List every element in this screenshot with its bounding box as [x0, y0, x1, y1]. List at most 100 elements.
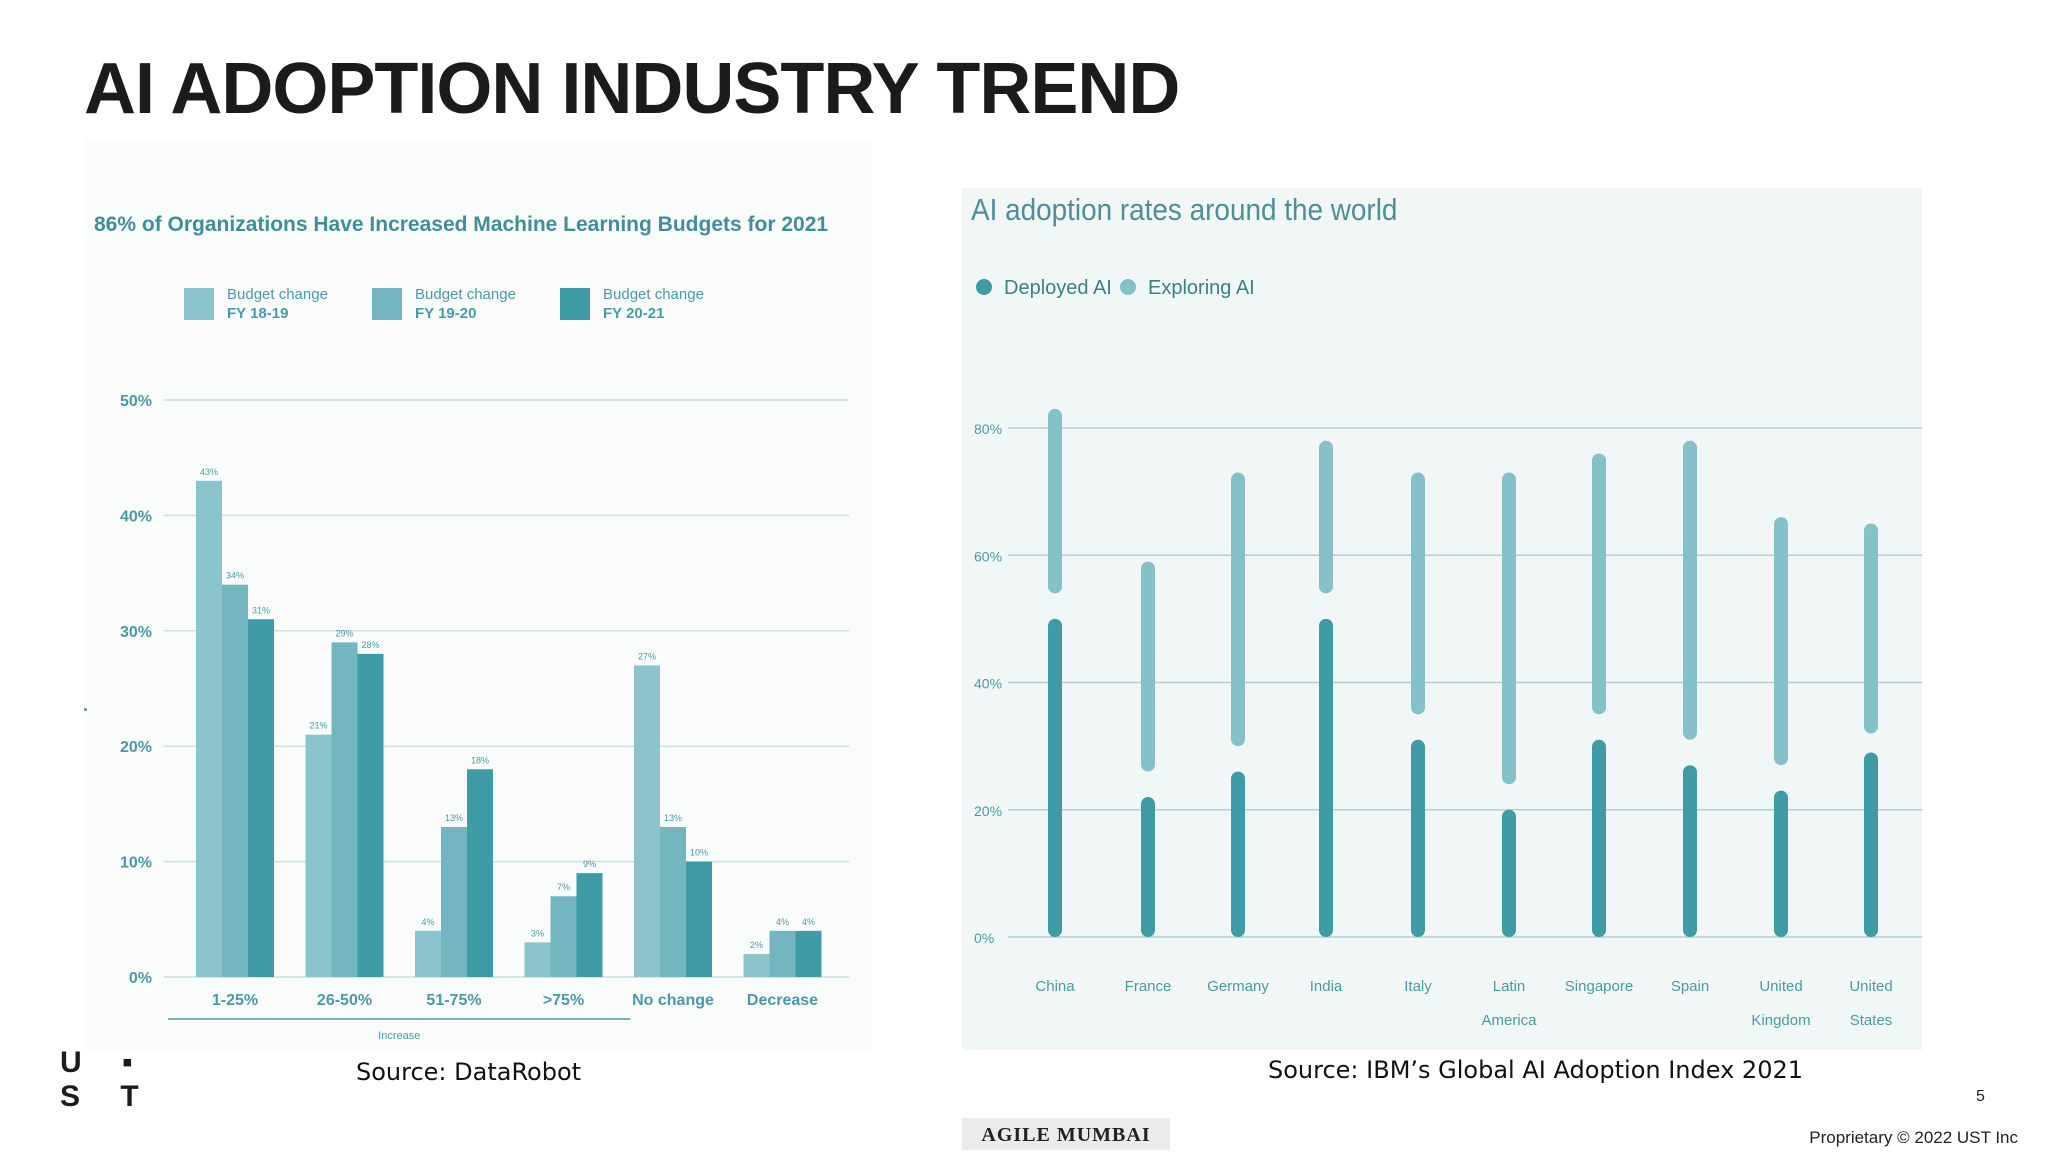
x-tick-label: >75% [543, 992, 584, 1009]
bar [524, 942, 551, 977]
range-bar [1231, 472, 1245, 747]
watermark-badge: AGILE MUMBAI [962, 1118, 1170, 1150]
bar [305, 734, 332, 977]
range-bar [1864, 752, 1878, 937]
right-chart-source: Source: IBM’s Global AI Adoption Index 2… [1268, 1056, 1803, 1084]
x-tick-label: France [1125, 978, 1172, 995]
x-tick-label: Kingdom [1751, 1012, 1810, 1029]
bar-data-label: 3% [531, 928, 544, 938]
y-tick-label: 50% [120, 393, 152, 410]
x-tick-label: India [1310, 978, 1343, 995]
legend-label-line1: Budget change [603, 286, 704, 303]
bar [550, 896, 577, 977]
bar [357, 653, 384, 977]
logo-row-bottom: S T [60, 1080, 155, 1113]
bar-data-label: 2% [750, 940, 763, 950]
adoption-range-chart: AI adoption rates around the world Deploy… [971, 193, 1922, 1029]
budget-bar-chart: 86% of Organizations Have Increased Mach… [84, 213, 849, 1042]
footer-copyright: Proprietary © 2022 UST Inc [1809, 1128, 2018, 1147]
range-bar [1774, 517, 1788, 766]
bar-data-label: 7% [557, 882, 570, 892]
y-tick-label: 30% [120, 624, 152, 641]
y-tick-label: 40% [974, 676, 1002, 692]
legend-label-line1: Budget change [227, 286, 328, 303]
bar [660, 826, 686, 977]
bar [743, 953, 770, 977]
bar-data-label: 21% [309, 721, 327, 731]
range-bar [1502, 472, 1516, 785]
bar-data-label: 18% [471, 755, 489, 765]
bar-data-label: 13% [664, 813, 682, 823]
budget-chart-panel: 86% of Organizations Have Increased Mach… [84, 140, 872, 1050]
range-bar [1141, 797, 1155, 937]
x-tick-label: China [1035, 978, 1075, 995]
bar-data-label: 31% [252, 605, 270, 615]
y-tick-label: 20% [974, 803, 1002, 819]
logo-row-top: U ▪ [60, 1046, 149, 1079]
legend-swatch [372, 288, 402, 320]
range-bar [1774, 790, 1788, 937]
bar-data-label: 27% [638, 651, 656, 661]
legend-label: Exploring AI [1148, 277, 1255, 299]
slide-title: AI ADOPTION INDUSTRY TREND [84, 49, 1180, 129]
y-tick-label: 10% [120, 855, 152, 872]
bar-data-label: 4% [802, 917, 815, 927]
bar-chart-title: 86% of Organizations Have Increased Mach… [94, 213, 828, 236]
x-tick-label: Decrease [747, 992, 818, 1009]
legend-label: Deployed AI [1004, 277, 1112, 299]
x-tick-label: Singapore [1565, 978, 1633, 995]
y-tick-label: 40% [120, 508, 152, 525]
bar-data-label: 28% [361, 640, 379, 650]
y-tick-label: 0% [129, 970, 152, 987]
legend-label-line2: FY 20-21 [603, 305, 664, 322]
bar-data-label: 9% [583, 859, 596, 869]
bar-data-label: 43% [200, 467, 218, 477]
range-bar [1864, 523, 1878, 734]
range-bar [1141, 561, 1155, 772]
y-tick-label: 60% [974, 548, 1002, 564]
bar-data-label: 29% [335, 628, 353, 638]
x-tick-label: States [1850, 1012, 1893, 1029]
ust-logo: U ▪ S T [60, 1046, 155, 1114]
bar [415, 930, 441, 977]
bar [467, 769, 493, 977]
x-tick-label: 51-75% [426, 992, 481, 1009]
x-tick-label: Latin [1493, 978, 1526, 995]
range-chart-title: AI adoption rates around the world [971, 193, 1397, 228]
x-tick-label: America [1481, 1012, 1537, 1029]
range-bar [1319, 440, 1333, 594]
y-tick-label: 80% [974, 421, 1002, 437]
x-tick-label: 1-25% [212, 992, 258, 1009]
category-group-label: Increase [378, 1030, 420, 1042]
bar [196, 480, 222, 977]
bar-data-label: 10% [690, 848, 708, 858]
legend-label-line1: Budget change [415, 286, 516, 303]
bar [248, 619, 274, 977]
bar-data-label: 34% [226, 571, 244, 581]
range-bar [1592, 453, 1606, 715]
bar-data-label: 4% [776, 917, 789, 927]
adoption-chart-panel: AI adoption rates around the world Deploy… [962, 188, 1922, 1050]
x-tick-label: Spain [1671, 978, 1709, 995]
bar [331, 642, 358, 977]
range-bar [1048, 618, 1062, 937]
bar [222, 584, 248, 977]
range-bar [1502, 809, 1516, 937]
legend-marker [976, 279, 992, 295]
bar [441, 826, 467, 977]
range-bar [1592, 739, 1606, 937]
legend-label-line2: FY 18-19 [227, 305, 288, 322]
y-tick-label: 0% [974, 930, 994, 946]
left-chart-source: Source: DataRobot [356, 1058, 582, 1086]
x-tick-label: No change [632, 992, 714, 1009]
x-tick-label: 26-50% [317, 992, 372, 1009]
bar [576, 873, 603, 977]
y-tick-label: 20% [120, 739, 152, 756]
page-number: 5 [1976, 1088, 1985, 1105]
legend-swatch [184, 288, 214, 320]
range-bar [1683, 440, 1697, 740]
range-bar [1683, 765, 1697, 937]
x-tick-label: United [1759, 978, 1802, 995]
bar [634, 665, 660, 977]
y-axis-label: Respondents [84, 631, 87, 745]
